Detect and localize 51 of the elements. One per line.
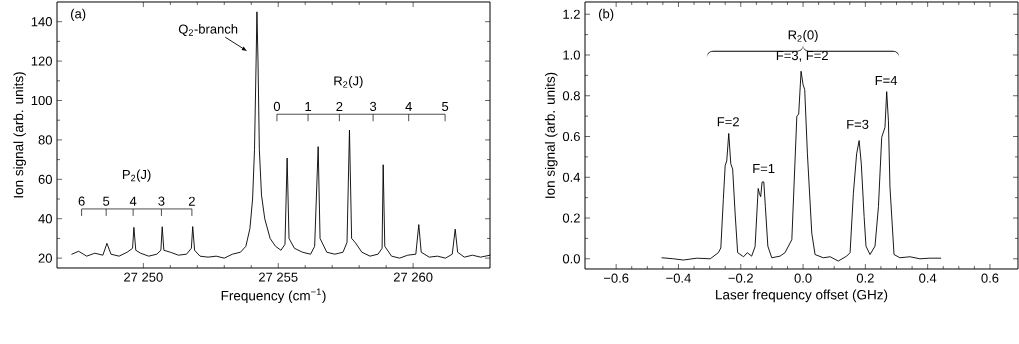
annotation: F=3 [847,119,869,129]
y-axis-title: Ion signal (arb. units) [13,72,26,198]
annotation: 0 [273,101,281,112]
y-tick-label: 1.0 [563,50,580,60]
x-tick-label: 27 250 [124,272,163,282]
y-tick-label: 0.6 [562,131,580,142]
annotation: F=2 [717,117,739,127]
annotation: P$_{2}$(J) [122,169,151,182]
annotation: 5 [103,196,110,206]
y-tick-label: 0.2 [562,213,580,223]
y-tick-label: 60 [38,174,52,184]
x-axis-title: Frequency (cm$^{−1}$) [221,288,326,304]
y-tick-label: 100 [31,95,52,106]
x-tick-label: 0.4 [919,273,937,283]
annotation: 3 [158,196,165,206]
annotation: 2 [336,101,343,112]
annotation: F=1 [753,164,775,173]
y-tick-label: 20 [38,253,52,263]
annotation: 2 [188,196,195,206]
annotation: R$_{2}$(0) [788,29,818,43]
x-tick-label: 0.0 [794,273,812,283]
x-tick-label: −0.4 [666,273,691,283]
annotation: 4 [405,102,412,112]
x-tick-label: −0.6 [603,273,629,283]
y-tick-label: 0.4 [562,172,581,182]
annotation: 1 [305,102,312,112]
annotation: F=4 [875,75,898,85]
x-tick-label: 0.6 [981,273,999,283]
annotation: (b) [598,8,614,21]
y-axis-title: Ion signal (arb. units) [544,72,558,198]
y-tick-label: 80 [38,135,52,145]
x-tick-label: 0.2 [856,273,874,283]
y-tick-label: 140 [31,17,52,27]
y-tick-label: 0.0 [562,254,580,264]
y-tick-label: 1.2 [563,9,580,19]
annotation: 4 [129,196,137,206]
x-tick-label: 27 260 [393,272,433,282]
annotation: F=3, F=2 [776,50,828,62]
annotation: 3 [369,101,377,112]
annotation: Q$_{2}$-branch [178,24,238,37]
x-tick-label: −0.2 [728,273,753,283]
annotation: 5 [442,101,449,112]
y-tick-label: 120 [31,56,52,66]
annotation: (a) [71,8,86,21]
y-tick-label: 0.8 [562,91,580,101]
annotation: R$_{2}$(J) [334,75,363,89]
y-tick-label: 40 [38,214,52,224]
annotation: 6 [78,196,85,206]
line-series [661,70,942,262]
x-tick-label: 27 255 [259,272,298,282]
x-axis-title: Laser frequency offset (GHz) [716,289,888,303]
